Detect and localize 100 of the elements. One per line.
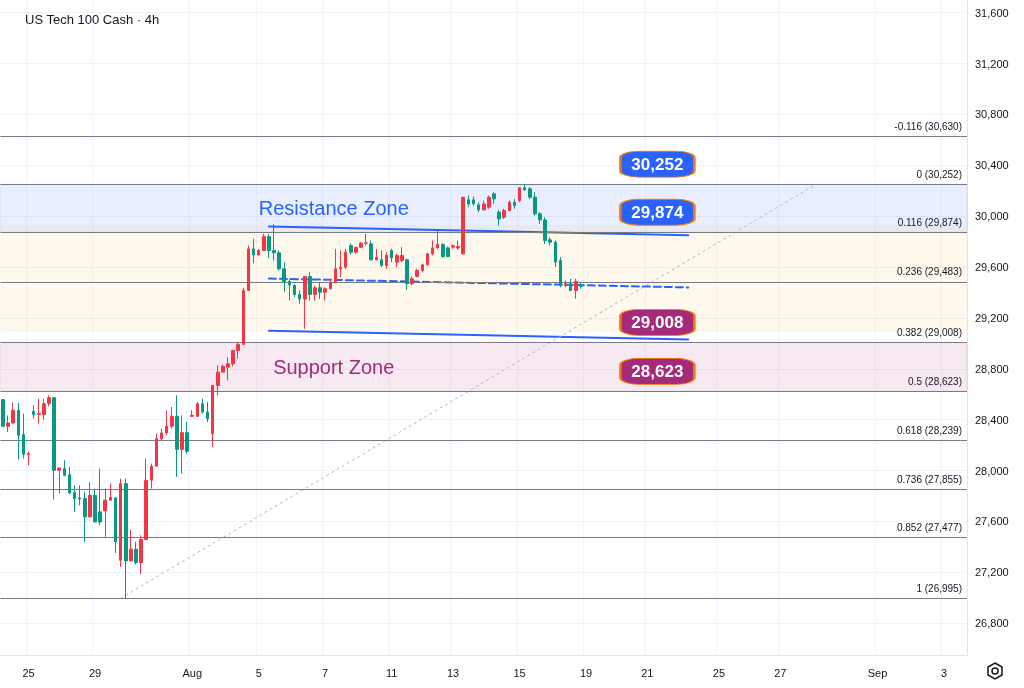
candlestick — [63, 459, 66, 477]
x-tick-label: 11 — [385, 666, 398, 679]
candlestick — [492, 191, 496, 205]
candlestick — [344, 248, 347, 270]
candlestick — [109, 483, 112, 501]
candlestick — [313, 285, 317, 302]
y-tick-label: 29,200 — [975, 311, 1009, 324]
candlestick — [579, 281, 583, 290]
candlestick — [436, 229, 439, 250]
candlestick — [508, 200, 511, 212]
candlestick — [185, 421, 189, 455]
ref-line-label: 0.618 (28,239) — [896, 424, 962, 436]
candlestick — [518, 186, 521, 203]
candlestick — [375, 248, 378, 261]
candlestick — [160, 428, 163, 441]
candlestick — [129, 529, 133, 562]
y-tick-label: 28,000 — [975, 464, 1009, 477]
candlestick — [502, 208, 506, 220]
candlestick — [252, 238, 255, 264]
candlestick — [196, 401, 199, 418]
candlestick — [190, 409, 194, 418]
y-tick-label: 30,000 — [975, 210, 1009, 223]
candlestick — [78, 484, 81, 506]
y-tick-label: 28,400 — [975, 413, 1009, 426]
x-tick-label: 27 — [774, 666, 787, 679]
candlestick — [247, 245, 250, 291]
candlestick — [318, 281, 322, 300]
candlestick — [298, 289, 301, 305]
candlestick — [410, 276, 414, 287]
candlestick — [22, 413, 25, 460]
ref-line-label: 1 (26,995) — [916, 582, 962, 594]
candlestick — [124, 478, 128, 599]
ref-line-label: 0.116 (29,874) — [897, 216, 962, 228]
candlestick — [103, 488, 107, 538]
candlestick — [155, 433, 158, 467]
candlestick — [564, 279, 567, 288]
candlestick — [57, 467, 61, 495]
candlestick — [472, 196, 475, 207]
annotation: 28,623 — [631, 361, 684, 381]
candlestick — [334, 248, 337, 284]
candlestick — [262, 233, 266, 252]
candlestick — [415, 268, 419, 278]
annotation: 30,252 — [631, 154, 684, 174]
candlestick — [385, 251, 388, 270]
candlestick — [211, 385, 214, 448]
candlestick — [339, 250, 342, 278]
candlestick — [467, 194, 470, 208]
candlestick — [68, 466, 71, 495]
y-tick-label: 30,400 — [975, 159, 1009, 172]
candlestick — [288, 278, 291, 302]
x-tick-label: 29 — [88, 666, 102, 679]
candlestick — [180, 414, 184, 475]
candlestick — [170, 406, 174, 430]
ref-line-label: 0.382 (29,008) — [896, 326, 962, 338]
candlestick — [201, 398, 204, 415]
text: US Tech 100 Cash · 4h — [25, 12, 160, 27]
candlestick — [114, 496, 117, 554]
annotation: 29,008 — [631, 312, 684, 332]
annotation: 29,874 — [631, 202, 684, 222]
candlestick — [134, 541, 138, 566]
candlestick — [17, 402, 20, 461]
candlestick — [165, 409, 168, 436]
candlestick — [242, 287, 245, 345]
y-tick-label: 31,200 — [975, 57, 1009, 70]
candlestick — [293, 283, 296, 298]
ref-line-label: 0.852 (27,477) — [896, 521, 962, 533]
candlestick — [27, 450, 30, 466]
candlestick — [83, 491, 87, 543]
candlestick — [119, 478, 122, 568]
candlestick — [369, 240, 373, 261]
candlestick — [32, 404, 35, 420]
candlestick — [390, 248, 393, 263]
candlestick — [175, 394, 179, 478]
ref-line-label: 0.5 (28,623) — [908, 375, 962, 387]
candlestick — [323, 286, 327, 302]
x-tick-label: 13 — [446, 666, 460, 679]
ref-line-label: 0.236 (29,483) — [896, 266, 962, 278]
y-tick-label: 29,600 — [975, 261, 1009, 274]
candlestick — [329, 278, 332, 290]
band-label: Support Zone — [273, 355, 395, 378]
y-tick-label: 27,200 — [975, 566, 1009, 579]
x-tick-label: 25 — [712, 666, 726, 679]
x-tick-label: 21 — [641, 666, 654, 679]
x-tick-label: 15 — [513, 666, 526, 679]
candlestick — [52, 397, 56, 501]
candlestick — [308, 271, 312, 302]
candlestick — [497, 209, 501, 226]
candlestick — [421, 263, 424, 273]
y-tick-label: 31,600 — [975, 6, 1009, 19]
candlestick — [431, 240, 434, 257]
y-tick-label: 30,800 — [975, 108, 1009, 121]
ref-line-label: 0.736 (27,855) — [896, 473, 962, 485]
candlestick — [1, 399, 5, 428]
x-tick-label: Sep — [867, 666, 888, 679]
candlestick — [513, 198, 516, 210]
candlestick — [257, 248, 260, 257]
x-tick-label: 7 — [322, 666, 329, 679]
candlestick — [559, 256, 562, 288]
x-tick-label: 19 — [579, 666, 593, 679]
candlestick — [574, 278, 578, 300]
